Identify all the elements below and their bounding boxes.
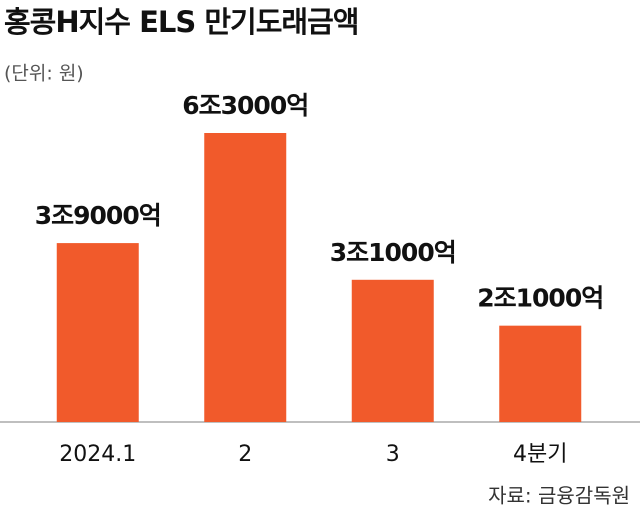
chart-title: 홍콩H지수 ELS 만기도래금액 <box>4 5 358 39</box>
bar <box>56 243 139 422</box>
chart-subtitle: (단위: 원) <box>4 63 84 85</box>
value-label: 2조1000억 <box>477 284 603 313</box>
bar <box>204 133 287 422</box>
value-label: 6조3000억 <box>182 91 308 120</box>
x-tick-label: 3 <box>386 442 400 467</box>
bar <box>499 325 582 422</box>
x-tick-label: 2 <box>238 442 252 467</box>
value-label: 3조9000억 <box>35 201 161 230</box>
x-tick-label: 2024.1 <box>59 442 136 467</box>
x-tick-label: 4분기 <box>513 442 567 467</box>
source-note: 자료: 금융감독원 <box>488 484 630 508</box>
bar <box>351 279 434 422</box>
value-label: 3조1000억 <box>330 238 456 267</box>
